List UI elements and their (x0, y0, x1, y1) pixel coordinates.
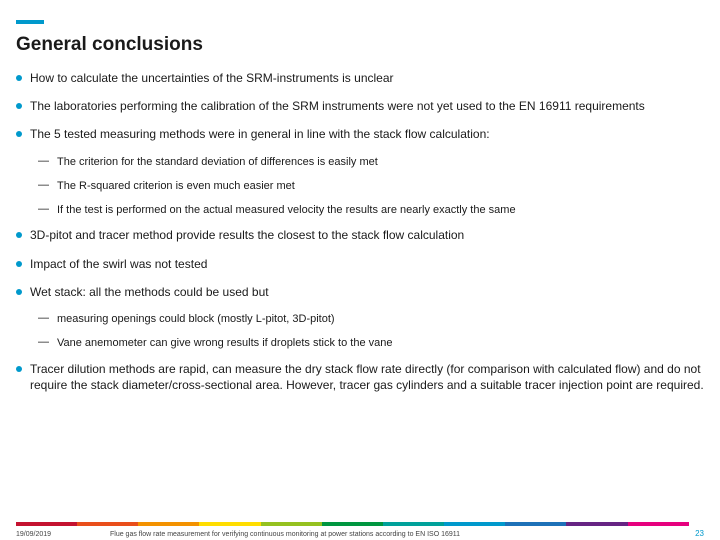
sub-bullet-item: — Vane anemometer can give wrong results … (38, 336, 704, 350)
footer: 19/09/2019 Flue gas flow rate measuremen… (0, 514, 720, 540)
color-stripe (16, 522, 704, 526)
stripe-segment (628, 522, 689, 526)
sub-bullet-text: The R-squared criterion is even much eas… (57, 179, 295, 193)
stripe-segment (505, 522, 566, 526)
bullet-icon (16, 366, 22, 372)
content-area: How to calculate the uncertainties of th… (16, 70, 704, 405)
bullet-item: Impact of the swirl was not tested (16, 256, 704, 272)
stripe-segment (16, 522, 77, 526)
accent-dash (16, 20, 44, 24)
bullet-item: 3D-pitot and tracer method provide resul… (16, 227, 704, 243)
bullet-text: The laboratories performing the calibrat… (30, 98, 645, 114)
bullet-icon (16, 232, 22, 238)
footer-caption: Flue gas flow rate measurement for verif… (110, 531, 460, 538)
sub-bullet-dash-icon: — (38, 336, 49, 348)
sub-bullet-text: If the test is performed on the actual m… (57, 203, 516, 217)
bullet-item: Tracer dilution methods are rapid, can m… (16, 361, 704, 393)
bullet-text: Impact of the swirl was not tested (30, 256, 207, 272)
bullet-text: 3D-pitot and tracer method provide resul… (30, 227, 464, 243)
bullet-text: The 5 tested measuring methods were in g… (30, 126, 490, 142)
bullet-icon (16, 75, 22, 81)
bullet-icon (16, 289, 22, 295)
page-title: General conclusions (16, 34, 203, 56)
stripe-segment (261, 522, 322, 526)
sub-bullet-item: — The R-squared criterion is even much ea… (38, 179, 704, 193)
stripe-segment (566, 522, 627, 526)
bullet-item: The 5 tested measuring methods were in g… (16, 126, 704, 142)
sub-bullet-item: — If the test is performed on the actual … (38, 203, 704, 217)
sub-bullet-dash-icon: — (38, 179, 49, 191)
bullet-item: How to calculate the uncertainties of th… (16, 70, 704, 86)
sub-bullet-item: — measuring openings could block (mostly … (38, 312, 704, 326)
sub-bullet-dash-icon: — (38, 203, 49, 215)
sub-bullet-item: — The criterion for the standard deviatio… (38, 155, 704, 169)
bullet-text: Tracer dilution methods are rapid, can m… (30, 361, 704, 393)
bullet-icon (16, 103, 22, 109)
stripe-segment (444, 522, 505, 526)
sub-bullet-dash-icon: — (38, 312, 49, 324)
stripe-segment (199, 522, 260, 526)
bullet-item: The laboratories performing the calibrat… (16, 98, 704, 114)
stripe-segment (322, 522, 383, 526)
bullet-text: How to calculate the uncertainties of th… (30, 70, 394, 86)
sub-bullet-dash-icon: — (38, 155, 49, 167)
bullet-item: Wet stack: all the methods could be used… (16, 284, 704, 300)
stripe-segment (689, 522, 704, 526)
sub-bullet-text: Vane anemometer can give wrong results i… (57, 336, 392, 350)
bullet-icon (16, 131, 22, 137)
bullet-icon (16, 261, 22, 267)
sub-bullet-text: measuring openings could block (mostly L… (57, 312, 335, 326)
bullet-text: Wet stack: all the methods could be used… (30, 284, 269, 300)
stripe-segment (138, 522, 199, 526)
sub-bullet-text: The criterion for the standard deviation… (57, 155, 378, 169)
footer-date: 19/09/2019 (16, 531, 51, 538)
stripe-segment (383, 522, 444, 526)
page-number: 23 (695, 529, 704, 538)
stripe-segment (77, 522, 138, 526)
